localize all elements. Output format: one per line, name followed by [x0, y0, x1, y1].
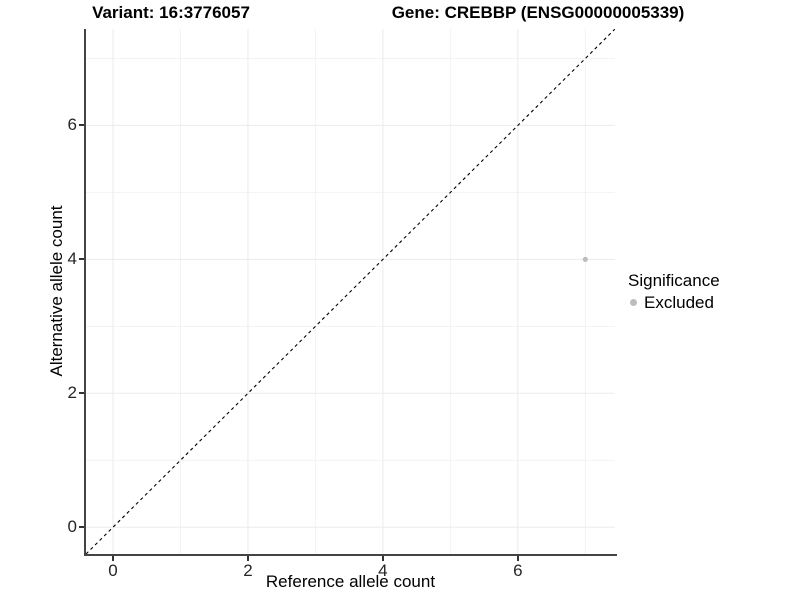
gene-title: Gene: CREBBP (ENSG00000005339) [391, 3, 685, 22]
y-tick-label: 2 [67, 383, 77, 403]
y-tick-label: 6 [67, 115, 77, 135]
legend-item-excluded: Excluded [630, 292, 720, 313]
chart-canvas [86, 29, 615, 554]
identity-line [86, 29, 615, 554]
legend: Significance Excluded [628, 270, 720, 313]
legend-item-label: Excluded [644, 293, 714, 312]
x-tick-mark [111, 556, 114, 561]
y-tick-label: 4 [67, 249, 77, 269]
legend-title: Significance [628, 271, 720, 290]
x-tick-mark [381, 556, 384, 561]
y-tick-mark [79, 124, 84, 127]
plot-panel [86, 29, 615, 554]
x-tick-mark [246, 556, 249, 561]
x-tick-label: 2 [243, 561, 253, 580]
y-tick-mark [79, 526, 84, 529]
variant-title: Variant: 16:3776057 [92, 3, 250, 22]
x-tick-label: 6 [513, 561, 523, 580]
x-tick-label: 4 [378, 561, 388, 580]
y-axis-line [84, 29, 86, 556]
x-axis-line [84, 554, 617, 556]
x-tick-mark [516, 556, 519, 561]
x-axis-title: Reference allele count [265, 572, 436, 591]
y-tick-label: 0 [67, 517, 77, 537]
y-tick-mark [79, 392, 84, 395]
data-point [582, 256, 588, 262]
y-tick-mark [79, 258, 84, 261]
x-tick-label: 0 [108, 561, 118, 580]
legend-point-swatch [630, 299, 637, 306]
y-axis-title: Alternative allele count [47, 205, 66, 377]
